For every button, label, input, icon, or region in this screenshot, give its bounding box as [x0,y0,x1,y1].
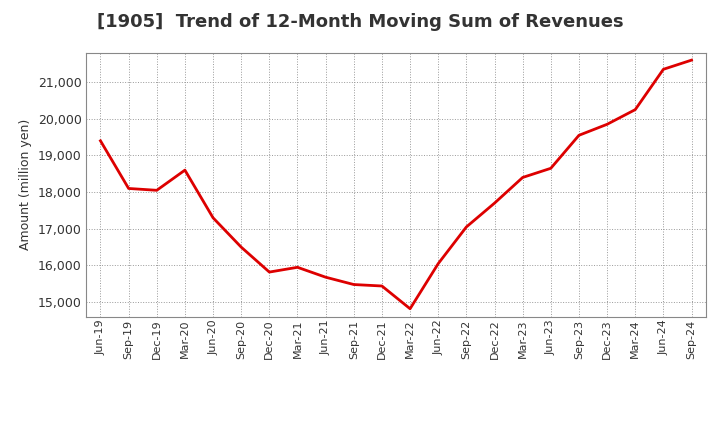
Text: [1905]  Trend of 12-Month Moving Sum of Revenues: [1905] Trend of 12-Month Moving Sum of R… [96,13,624,31]
Y-axis label: Amount (million yen): Amount (million yen) [19,119,32,250]
